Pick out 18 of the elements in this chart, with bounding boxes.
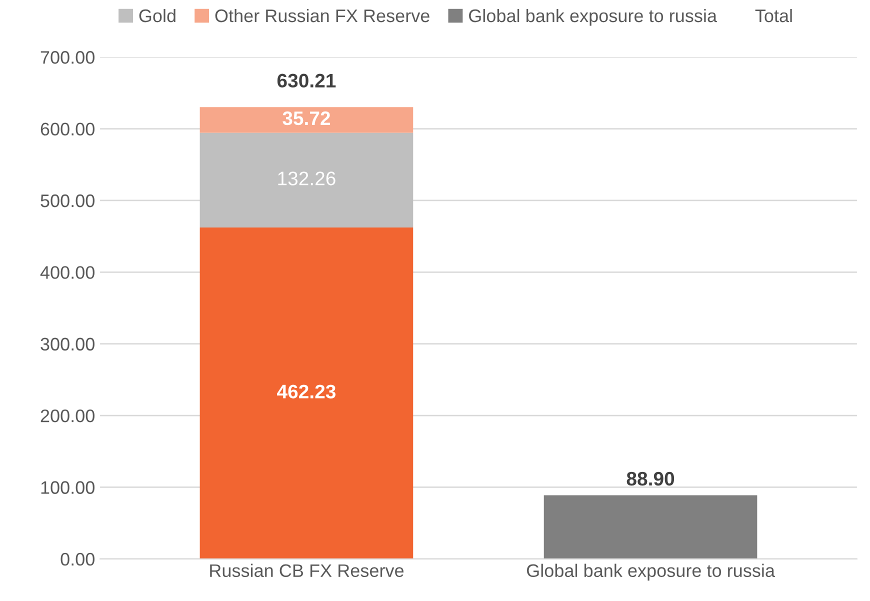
y-tick-label: 700.00	[40, 51, 94, 64]
y-tick-label: 100.00	[41, 481, 94, 494]
y-tick-label: 500.00	[40, 194, 94, 208]
y-tick-label: 600.00	[40, 122, 94, 136]
y-tick-label: 300.00	[40, 338, 94, 351]
y-tick-label: 200.00	[40, 409, 94, 422]
legend-label: Global bank exposure to russia	[469, 8, 718, 26]
y-tick-label: 400.00	[40, 266, 94, 279]
legend-label: Gold	[139, 8, 176, 22]
y-tick-label: 0.00	[60, 552, 94, 566]
total-label: 630.21	[277, 74, 336, 88]
data-label: 35.72	[282, 111, 330, 126]
data-label: 132.26	[278, 172, 336, 186]
x-tick-label: Russian CB FX Reserve	[210, 564, 404, 578]
data-label: 462.23	[277, 384, 336, 398]
text: Total	[755, 8, 792, 22]
data-label: 88.90	[626, 472, 674, 486]
legend-label: Other Russian FX Reserve	[215, 8, 430, 22]
